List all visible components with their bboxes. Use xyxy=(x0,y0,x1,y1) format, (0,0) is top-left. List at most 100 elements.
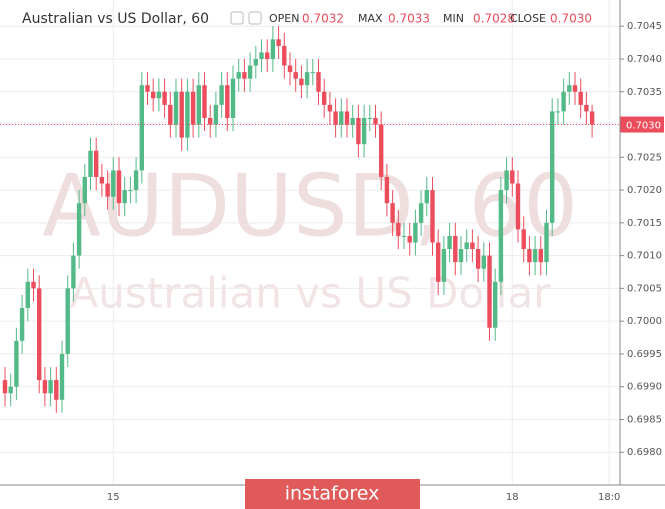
candle-body xyxy=(25,281,30,309)
candle-body xyxy=(396,222,401,236)
candle-body xyxy=(430,190,435,243)
candle-body xyxy=(270,39,276,59)
candle-body xyxy=(316,72,321,92)
icon-eye[interactable] xyxy=(230,11,244,25)
candle-body xyxy=(202,85,207,118)
candle-body xyxy=(105,183,110,197)
candle-body xyxy=(185,91,190,138)
candle-body xyxy=(59,353,65,400)
x-tick-label: 18:0 xyxy=(598,492,620,503)
y-tick-label: 0.6990 xyxy=(627,382,662,393)
candle-body xyxy=(162,91,167,105)
candle-body xyxy=(133,170,139,191)
last-price-box xyxy=(620,116,664,133)
x-tick-labels: 15 18 18:0 xyxy=(107,492,620,503)
candle-body xyxy=(145,85,150,92)
candle-body xyxy=(299,78,304,86)
candle-body xyxy=(367,117,372,119)
candle-body xyxy=(99,176,105,184)
candle-body xyxy=(265,52,270,59)
candle-body xyxy=(515,183,521,230)
legend-label: CLOSE xyxy=(510,12,546,25)
candle-body xyxy=(521,229,526,250)
candle-body xyxy=(156,91,162,99)
y-tick-label: 0.7040 xyxy=(627,54,662,65)
chart-title: Australian vs US Dollar, 60 xyxy=(22,11,209,27)
candle-body xyxy=(498,190,504,282)
candle-body xyxy=(190,91,196,125)
candle-body xyxy=(310,72,315,74)
candle-body xyxy=(464,242,469,250)
candle-body xyxy=(304,72,310,86)
candle-body xyxy=(276,39,281,46)
candle-body xyxy=(487,255,492,328)
candle-body xyxy=(259,52,264,59)
axes: 0.6980 0.6985 0.6990 0.6995 0.7000 0.7005 0.70… xyxy=(0,21,664,503)
candle-body xyxy=(344,111,350,125)
legend-value: 0.7028 xyxy=(473,12,515,26)
candle-body xyxy=(356,117,361,145)
candle-body xyxy=(94,150,99,177)
candle-body xyxy=(532,249,538,263)
candle-body xyxy=(230,78,236,118)
candle-body xyxy=(413,222,418,243)
candle-body xyxy=(436,242,441,282)
candle-body xyxy=(441,249,447,282)
candle-body xyxy=(339,111,344,125)
candle-body xyxy=(208,117,213,125)
candle-body xyxy=(37,288,42,381)
candle-body xyxy=(447,235,452,250)
legend-value: 0.7032 xyxy=(302,12,344,26)
candle-body xyxy=(407,235,412,243)
candle-body xyxy=(293,72,298,79)
candle-body xyxy=(550,111,555,223)
y-tick-label: 0.6980 xyxy=(627,447,662,458)
candle-body xyxy=(76,203,82,256)
candle-body xyxy=(390,203,395,223)
candle-body xyxy=(527,249,532,263)
candle-body xyxy=(128,190,133,192)
candle-body xyxy=(242,72,247,79)
candle-body xyxy=(111,170,116,197)
candle-body xyxy=(470,242,475,250)
x-tick-label: 15 xyxy=(107,492,120,503)
x-tick-label: 18 xyxy=(506,492,519,503)
y-tick-label: 0.7035 xyxy=(627,87,662,98)
legend-label: MAX xyxy=(358,12,383,25)
candle-body xyxy=(31,281,36,289)
candle-body xyxy=(196,85,201,125)
candle-body xyxy=(379,124,384,177)
candle-body xyxy=(401,235,407,237)
candle-body xyxy=(122,190,127,204)
y-tick-label: 0.7010 xyxy=(627,251,662,262)
candle-body xyxy=(510,170,515,184)
candle-body xyxy=(361,117,367,145)
y-tick-label: 0.7000 xyxy=(627,316,662,327)
candle-body xyxy=(54,380,59,400)
candle-body xyxy=(589,111,595,125)
candle-body xyxy=(561,91,566,112)
candle-body xyxy=(71,255,76,289)
candle-body xyxy=(247,65,253,79)
legend-label: MIN xyxy=(443,12,464,25)
candle-body xyxy=(327,104,333,112)
candle-body xyxy=(453,235,458,263)
y-tick-label: 0.7015 xyxy=(627,218,662,229)
candle-body xyxy=(2,380,8,394)
candle-body xyxy=(213,104,219,125)
y-tick-label: 0.7020 xyxy=(627,185,662,196)
icon-settings[interactable] xyxy=(248,11,262,25)
candle-body xyxy=(418,203,424,223)
candle-body xyxy=(151,91,156,99)
y-tick-label: 0.7005 xyxy=(627,283,662,294)
candle-body xyxy=(475,249,481,269)
candle-body xyxy=(287,65,293,73)
candle-body xyxy=(236,72,241,79)
candle-body xyxy=(116,170,122,204)
candle-body xyxy=(504,170,509,191)
candle-body xyxy=(179,91,184,138)
y-tick-label: 0.6995 xyxy=(627,349,662,360)
